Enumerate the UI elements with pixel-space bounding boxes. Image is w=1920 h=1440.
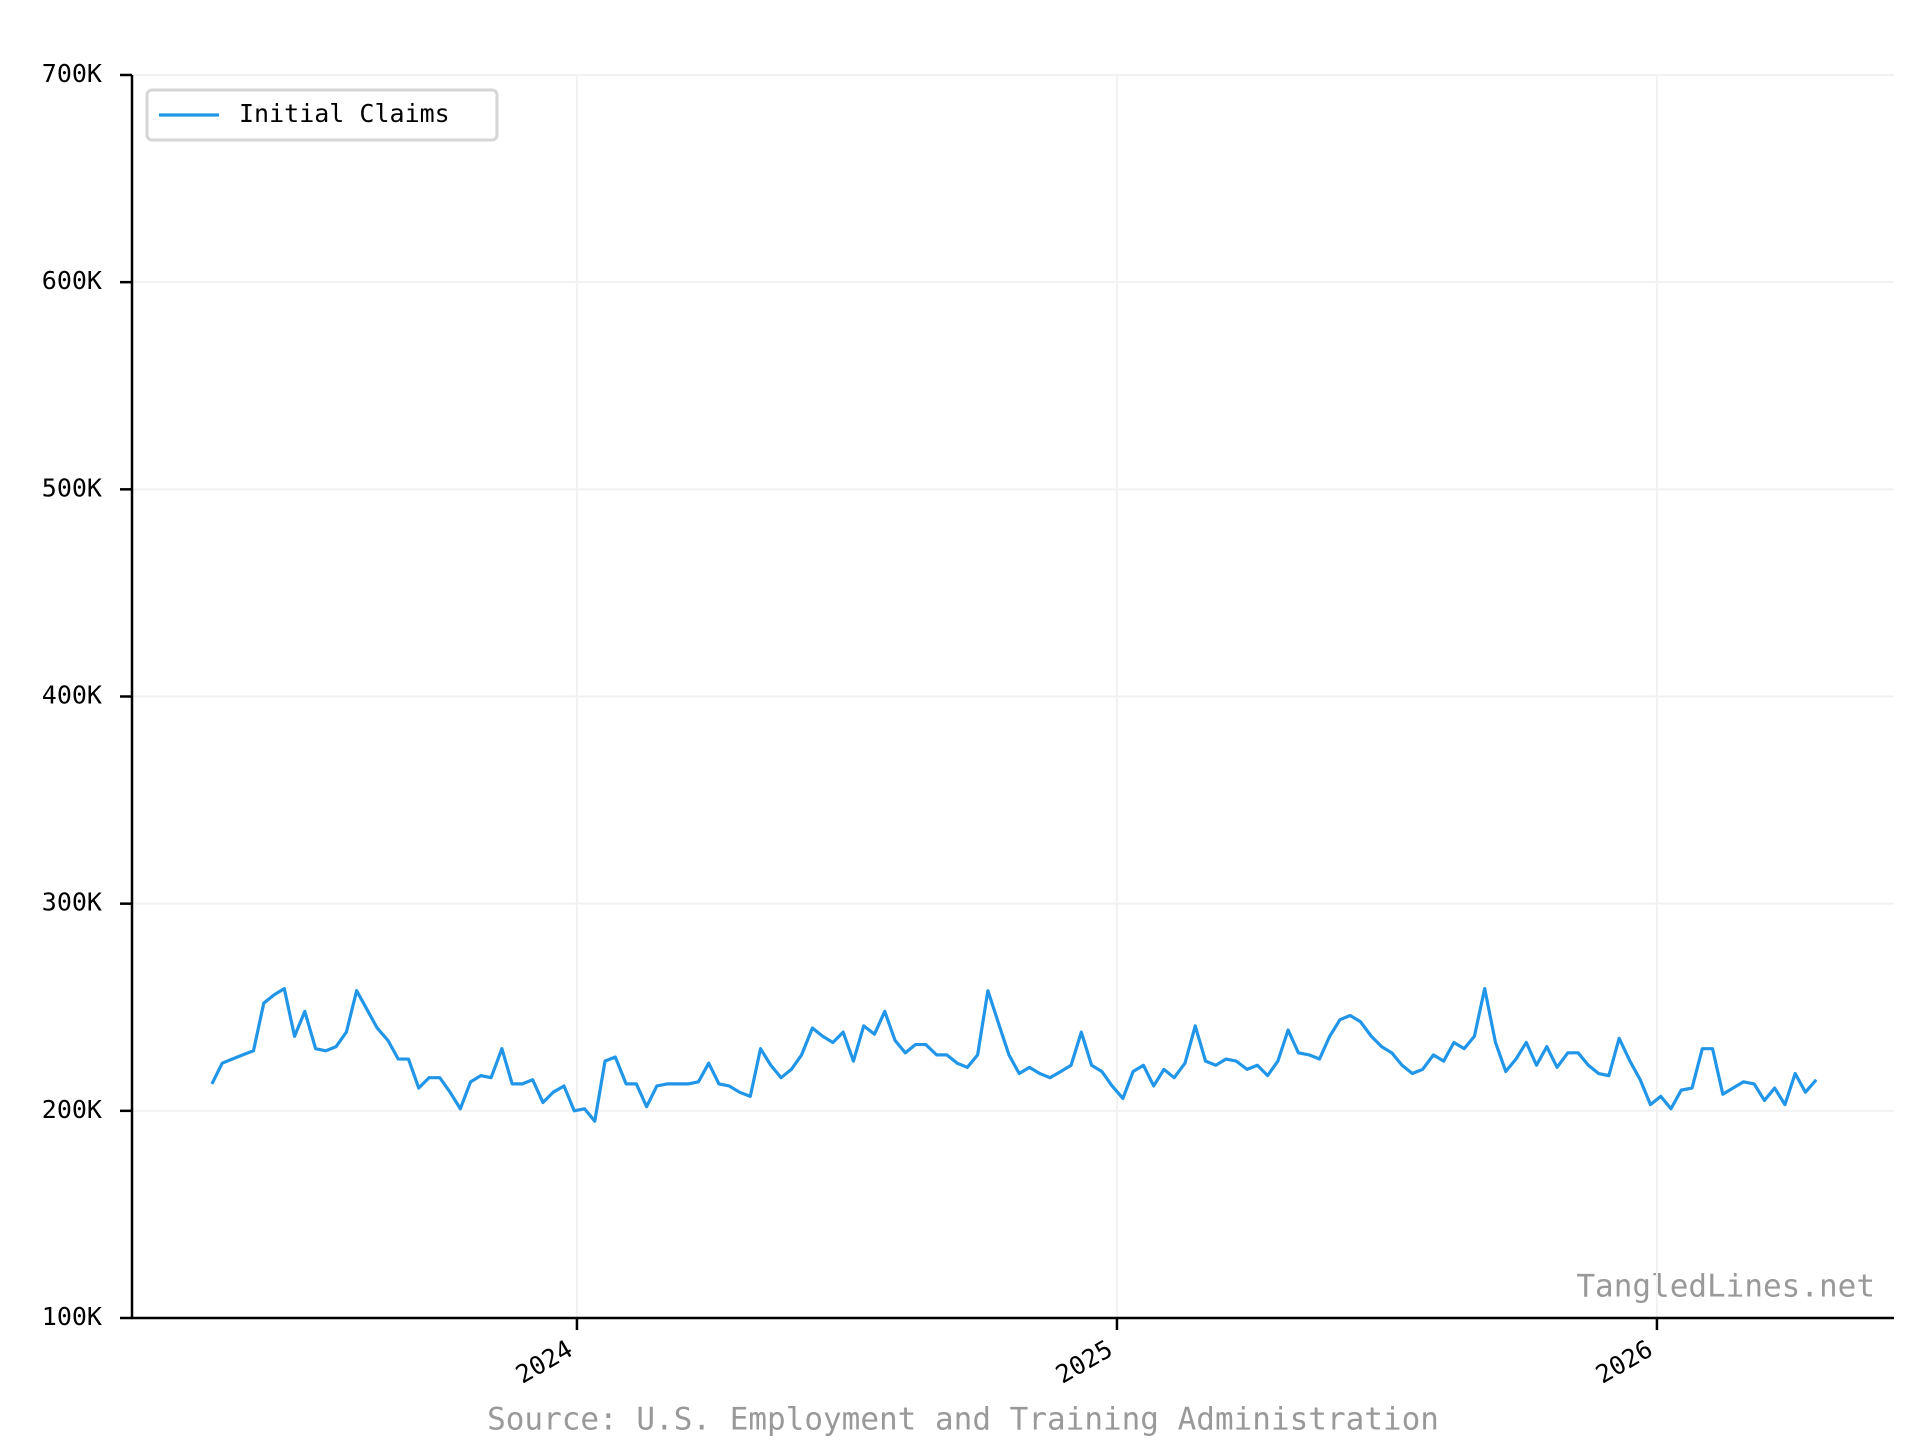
x-tick-label: 2025 (1051, 1334, 1118, 1389)
legend: Initial Claims (145, 88, 499, 142)
y-tick-label: 600K (42, 266, 102, 295)
data-line (210, 987, 1818, 1123)
legend-box (145, 88, 499, 142)
y-tick-label: 700K (42, 59, 102, 88)
y-tick-label: 200K (42, 1095, 102, 1124)
x-tick-label: 2024 (511, 1334, 578, 1389)
watermark: TangledLines.net (1576, 1269, 1875, 1305)
legend-label: Initial Claims (239, 99, 450, 128)
y-tick-label: 300K (42, 888, 102, 917)
y-tick-label: 400K (42, 681, 102, 710)
y-tick-label: 500K (42, 473, 102, 502)
source-note: Source: U.S. Employment and Training Adm… (487, 1402, 1439, 1438)
y-tick-label: 100K (42, 1302, 102, 1331)
x-tick-label: 2026 (1591, 1334, 1658, 1389)
